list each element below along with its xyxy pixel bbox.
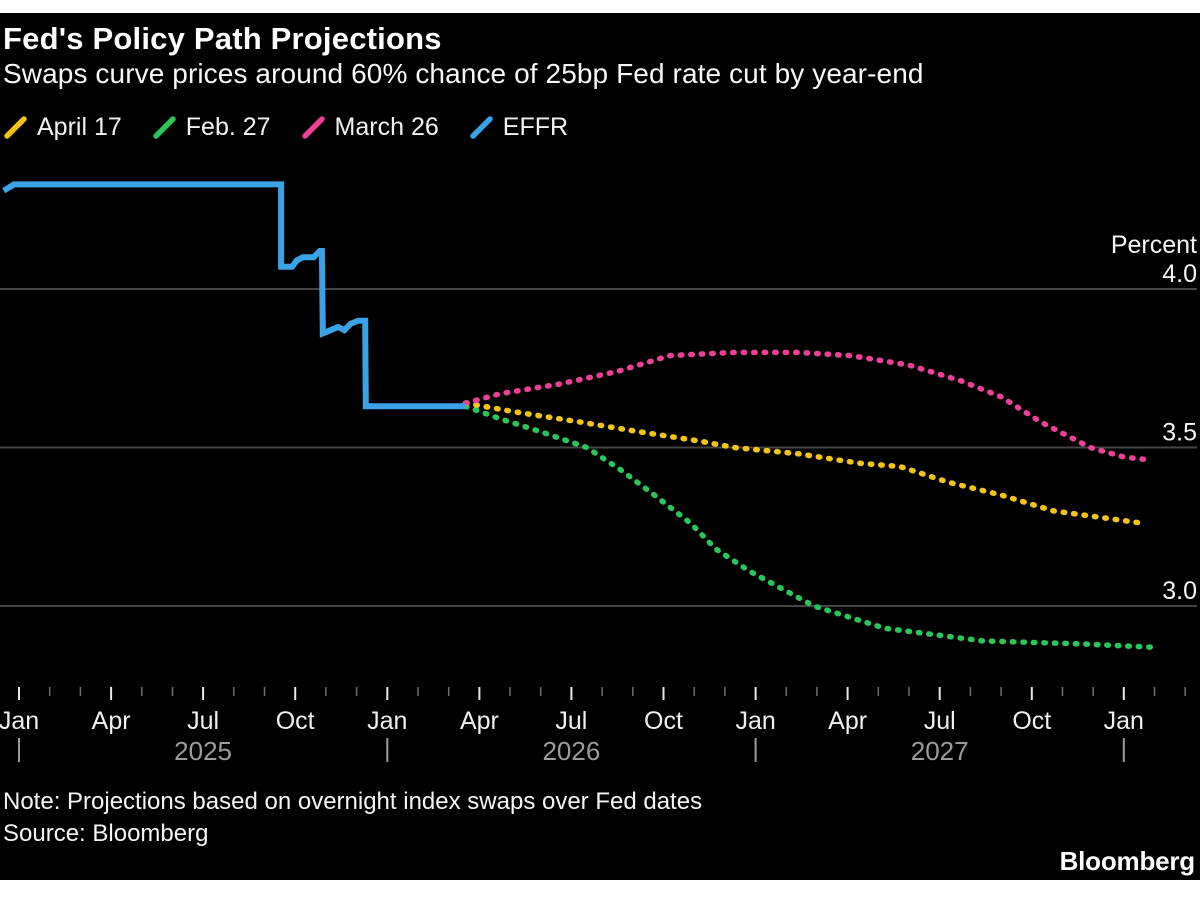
chart-title: Fed's Policy Path Projections <box>3 21 442 56</box>
note-text: Note: Projections based on overnight ind… <box>3 788 703 815</box>
legend-item-march-26: March 26 <box>301 113 439 142</box>
legend-item-effr: EFFR <box>469 113 568 142</box>
x-tick-label: Jul <box>924 707 956 735</box>
legend-slash-icon <box>470 116 493 139</box>
legend-slash-icon <box>153 116 176 139</box>
x-tick-label: Jan <box>1104 707 1144 735</box>
x-tick-label: Oct <box>276 707 315 735</box>
source-text: Source: Bloomberg <box>3 820 209 847</box>
y-tick-label: 3.0 <box>1162 577 1197 605</box>
series-effr <box>2 181 466 410</box>
y-tick-label: 3.5 <box>1162 419 1197 447</box>
y-tick-label: 4.0 <box>1162 260 1197 288</box>
legend-item-feb-27: Feb. 27 <box>152 113 271 142</box>
x-tick-label: Jan <box>735 707 775 735</box>
chart-subtitle: Swaps curve prices around 60% chance of … <box>3 58 924 89</box>
x-tick-label: Jul <box>555 707 587 735</box>
bloomberg-logo: Bloomberg <box>1059 846 1196 876</box>
series-march-26 <box>462 349 1155 463</box>
legend-label: March 26 <box>334 113 439 141</box>
x-tick-label: Apr <box>92 707 131 735</box>
plot-area: 4.0 3.5 3.0 Percent Jan Apr Jul Oct Jan Apr Jul Oct… <box>0 181 1197 766</box>
legend-label: Feb. 27 <box>185 113 271 141</box>
y-axis-title: Percent <box>1111 231 1197 259</box>
x-tick-label: Oct <box>644 707 683 735</box>
legend-label: April 17 <box>37 113 122 141</box>
year-label: 2025 <box>174 736 232 766</box>
legend-slash-icon <box>301 116 325 139</box>
year-label: 2027 <box>911 736 969 766</box>
x-tick-label: Oct <box>1012 707 1051 735</box>
series-feb-27 <box>462 403 1155 650</box>
chart-canvas: Fed's Policy Path Projections Swaps curv… <box>0 13 1200 880</box>
legend: April 17 Feb. 27 March 26 EFFR <box>3 113 568 142</box>
legend-label: EFFR <box>502 113 569 141</box>
x-tick-label: Apr <box>828 707 867 735</box>
x-tick-label: Apr <box>460 707 499 735</box>
x-tick-label: Jan <box>367 707 407 735</box>
series-april-17 <box>462 400 1149 527</box>
x-tick-label: Jul <box>187 707 219 735</box>
legend-item-april-17: April 17 <box>3 113 122 142</box>
year-label: 2026 <box>542 736 600 766</box>
legend-slash-icon <box>4 116 27 139</box>
x-tick-label: Jan <box>0 707 39 735</box>
